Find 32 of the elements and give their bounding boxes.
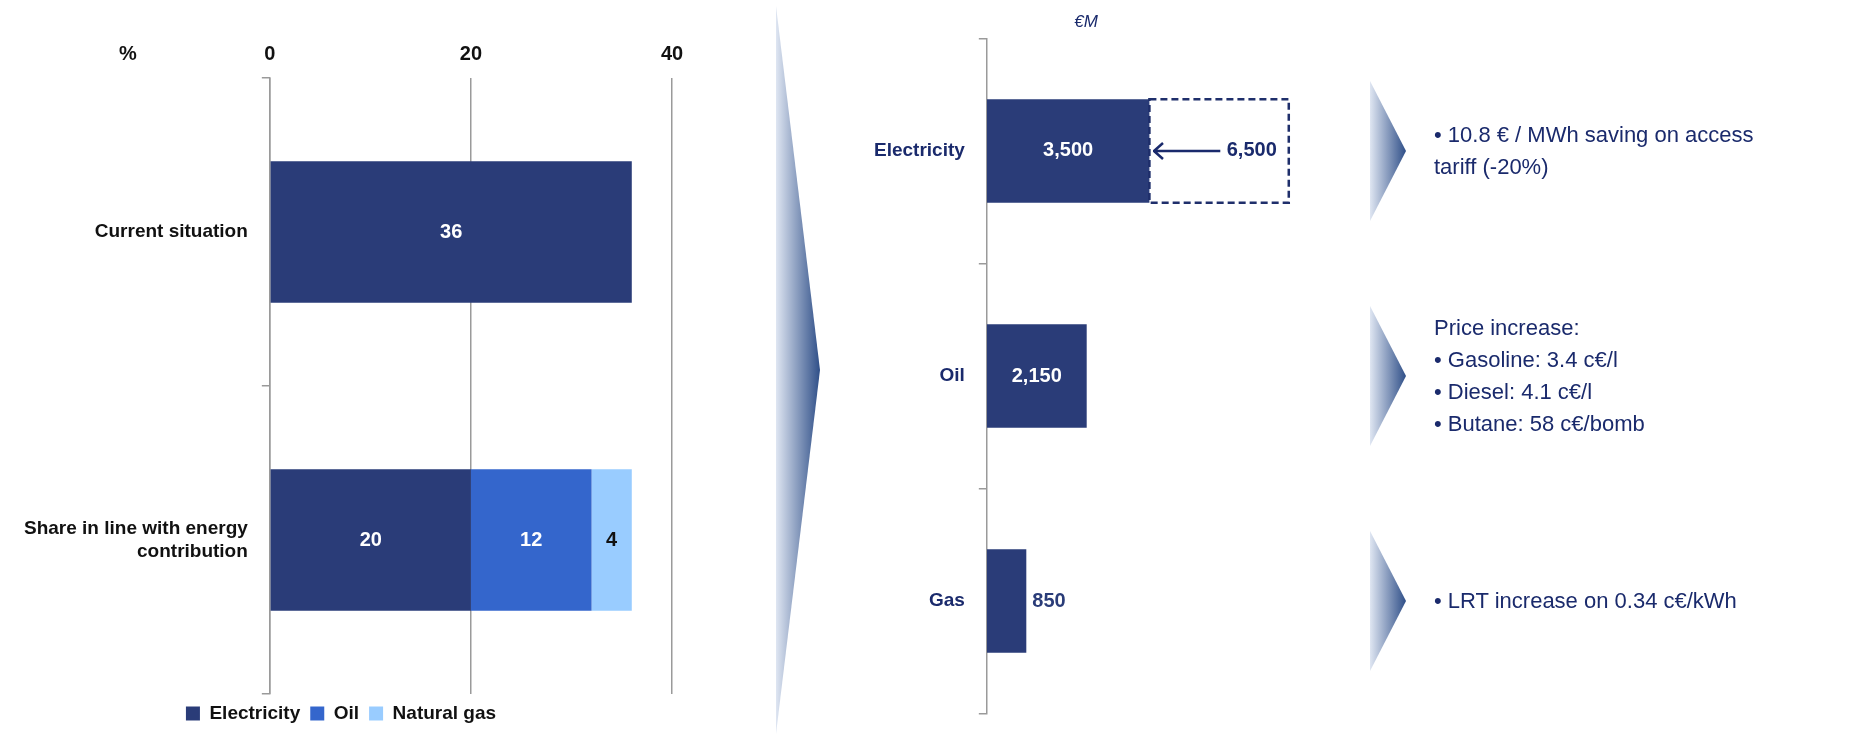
y-tick-label: Oil	[939, 364, 965, 386]
bar	[986, 99, 1150, 203]
data-label: 20	[359, 527, 382, 550]
bar	[986, 324, 1087, 428]
text: • LRT increase on 0.34 c€/kWh	[1434, 587, 1737, 616]
x-tick-label: 0	[264, 41, 276, 64]
data-label: 2,150	[1011, 363, 1062, 386]
bar	[470, 469, 592, 611]
x-tick-label: 20	[459, 41, 483, 64]
legend-label: Oil	[333, 701, 360, 723]
bar	[270, 161, 632, 303]
data-label: 850	[1032, 588, 1066, 611]
legend-label: Natural gas	[392, 701, 497, 723]
text: Price increase: • Gasoline: 3.4 c€/l • Diesel: 4.1 c€/l • Butane: 58 c€/bomb	[1434, 314, 1645, 438]
data-label: 4	[606, 527, 619, 550]
total-label: 6,500	[1226, 138, 1277, 161]
data-label: 36	[440, 219, 463, 242]
text: • 10.8 € / MWh saving on access tariff (-20%)	[1434, 121, 1755, 181]
data-label: 3,500	[1043, 138, 1094, 161]
legend-label: Electricity	[209, 701, 301, 723]
bar	[986, 549, 1027, 653]
y-tick-label: Gas	[928, 589, 965, 611]
data-label: 12	[520, 527, 543, 550]
x-axis-title: %	[119, 41, 138, 64]
x-tick-label: 40	[660, 41, 684, 64]
y-tick-label: Current situation	[94, 220, 248, 242]
y-tick-label: Electricity	[874, 139, 966, 161]
bar	[591, 469, 632, 611]
bar	[270, 469, 471, 611]
bar	[1148, 97, 1291, 204]
y-tick-label: Share in line with energy contribution	[23, 516, 249, 561]
chart-title: €M	[1074, 11, 1099, 31]
